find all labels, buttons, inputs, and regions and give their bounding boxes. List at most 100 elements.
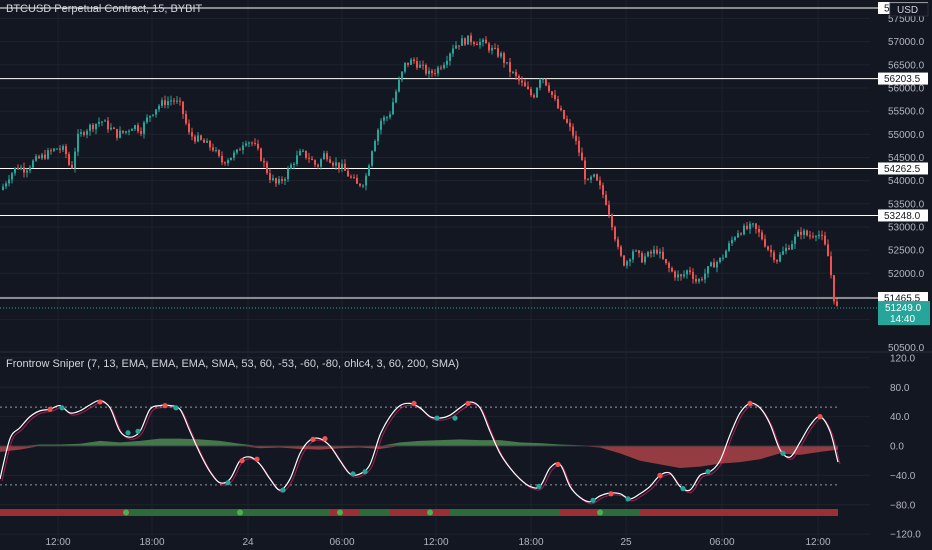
candle-body bbox=[773, 252, 775, 260]
candle-body bbox=[371, 151, 373, 166]
indicator-tick-label: 120.0 bbox=[890, 353, 915, 364]
candle-body bbox=[86, 130, 88, 135]
candle-body bbox=[344, 163, 346, 171]
candle-body bbox=[410, 59, 412, 65]
candle-body bbox=[629, 259, 631, 262]
candle-body bbox=[53, 148, 55, 151]
candle-body bbox=[602, 185, 604, 195]
candle-body bbox=[503, 53, 505, 63]
candle-body bbox=[275, 178, 277, 184]
candle-body bbox=[425, 65, 427, 74]
candle-body bbox=[269, 173, 271, 180]
candle-body bbox=[809, 235, 811, 237]
candle-body bbox=[677, 274, 679, 278]
candle-body bbox=[737, 233, 739, 238]
candle-body bbox=[23, 167, 25, 173]
candle-body bbox=[470, 35, 472, 43]
price-tick-label: 56000.0 bbox=[888, 84, 925, 95]
time-tick-label: 25 bbox=[620, 537, 632, 548]
candle-body bbox=[338, 162, 340, 169]
candle-body bbox=[56, 148, 58, 150]
candle-body bbox=[782, 251, 784, 255]
candle-body bbox=[128, 130, 130, 132]
level-label: 53248.0 bbox=[884, 211, 921, 222]
candle-body bbox=[80, 132, 82, 134]
candle-body bbox=[143, 122, 145, 134]
price-tick-label: 53000.0 bbox=[888, 222, 925, 233]
signal-dot bbox=[555, 461, 561, 467]
candle-body bbox=[821, 234, 823, 236]
candle-body bbox=[578, 140, 580, 153]
candle-body bbox=[233, 152, 235, 158]
candle-body bbox=[5, 183, 7, 187]
candle-body bbox=[92, 124, 94, 130]
indicator-tick-label: 0.0 bbox=[890, 442, 904, 453]
candle-body bbox=[149, 115, 151, 118]
candle-body bbox=[8, 179, 10, 184]
candle-body bbox=[110, 127, 112, 130]
candle-body bbox=[206, 140, 208, 143]
level-label-box bbox=[878, 72, 928, 85]
candle-body bbox=[281, 179, 283, 181]
candle-body bbox=[455, 45, 457, 49]
candle-body bbox=[203, 139, 205, 143]
candle-body bbox=[35, 156, 37, 161]
time-axis[interactable]: 12:00 18:00 24 06:00 12:00 18:00 25 06:00 12:00 bbox=[45, 537, 830, 548]
candle-body bbox=[518, 75, 520, 81]
candle-body bbox=[398, 79, 400, 92]
signal-dot bbox=[817, 414, 823, 420]
candle-body bbox=[659, 251, 661, 254]
candle-body bbox=[683, 274, 685, 277]
price-tick-label: 54000.0 bbox=[888, 176, 925, 187]
candle-body bbox=[527, 86, 529, 90]
candle-body bbox=[257, 143, 259, 149]
candle-body bbox=[740, 233, 742, 235]
candle-body bbox=[461, 38, 463, 46]
candle-body bbox=[260, 148, 262, 161]
candle-body bbox=[122, 130, 124, 133]
price-tick-label: 55500.0 bbox=[888, 107, 925, 118]
candle-body bbox=[722, 257, 724, 259]
oscillator-pane bbox=[0, 399, 841, 516]
candle-body bbox=[758, 228, 760, 233]
price-tick-label: 53500.0 bbox=[888, 199, 925, 210]
candle-body bbox=[797, 231, 799, 237]
price-axis[interactable]: 51000.051500.052000.052500.053000.053500… bbox=[878, 2, 930, 541]
candle-body bbox=[383, 117, 385, 121]
candle-body bbox=[272, 178, 274, 180]
trend-strip-dot bbox=[337, 509, 343, 516]
candle-body bbox=[563, 110, 565, 119]
candle-body bbox=[638, 250, 640, 254]
currency-badge bbox=[889, 2, 929, 17]
candle-body bbox=[302, 150, 304, 152]
candle-body bbox=[170, 100, 172, 102]
candle-body bbox=[626, 261, 628, 266]
candle-body bbox=[77, 133, 79, 152]
signal-dot bbox=[411, 400, 417, 407]
candle-body bbox=[362, 185, 364, 187]
candle-body bbox=[266, 162, 268, 174]
candle-body bbox=[197, 135, 199, 142]
candle-body bbox=[38, 156, 40, 159]
candle-body bbox=[185, 113, 187, 124]
candle-body bbox=[743, 225, 745, 235]
indicator-tick-label: −120.0 bbox=[890, 530, 921, 541]
indicator-tick-label: 80.0 bbox=[890, 383, 910, 394]
candle-body bbox=[179, 100, 181, 102]
price-tick-label: 56500.0 bbox=[888, 60, 925, 71]
candle-body bbox=[89, 124, 91, 131]
candle-body bbox=[359, 183, 361, 186]
candle-body bbox=[200, 135, 202, 140]
candle-body bbox=[356, 178, 358, 184]
signal-dot bbox=[59, 405, 65, 411]
candle-body bbox=[278, 179, 280, 184]
price-tick-label: 52500.0 bbox=[888, 246, 925, 257]
candle-body bbox=[761, 232, 763, 240]
candle-body bbox=[44, 154, 46, 159]
candle-body bbox=[827, 244, 829, 257]
candle-body bbox=[476, 43, 478, 46]
candle-body bbox=[155, 109, 157, 115]
candle-body bbox=[389, 114, 391, 118]
